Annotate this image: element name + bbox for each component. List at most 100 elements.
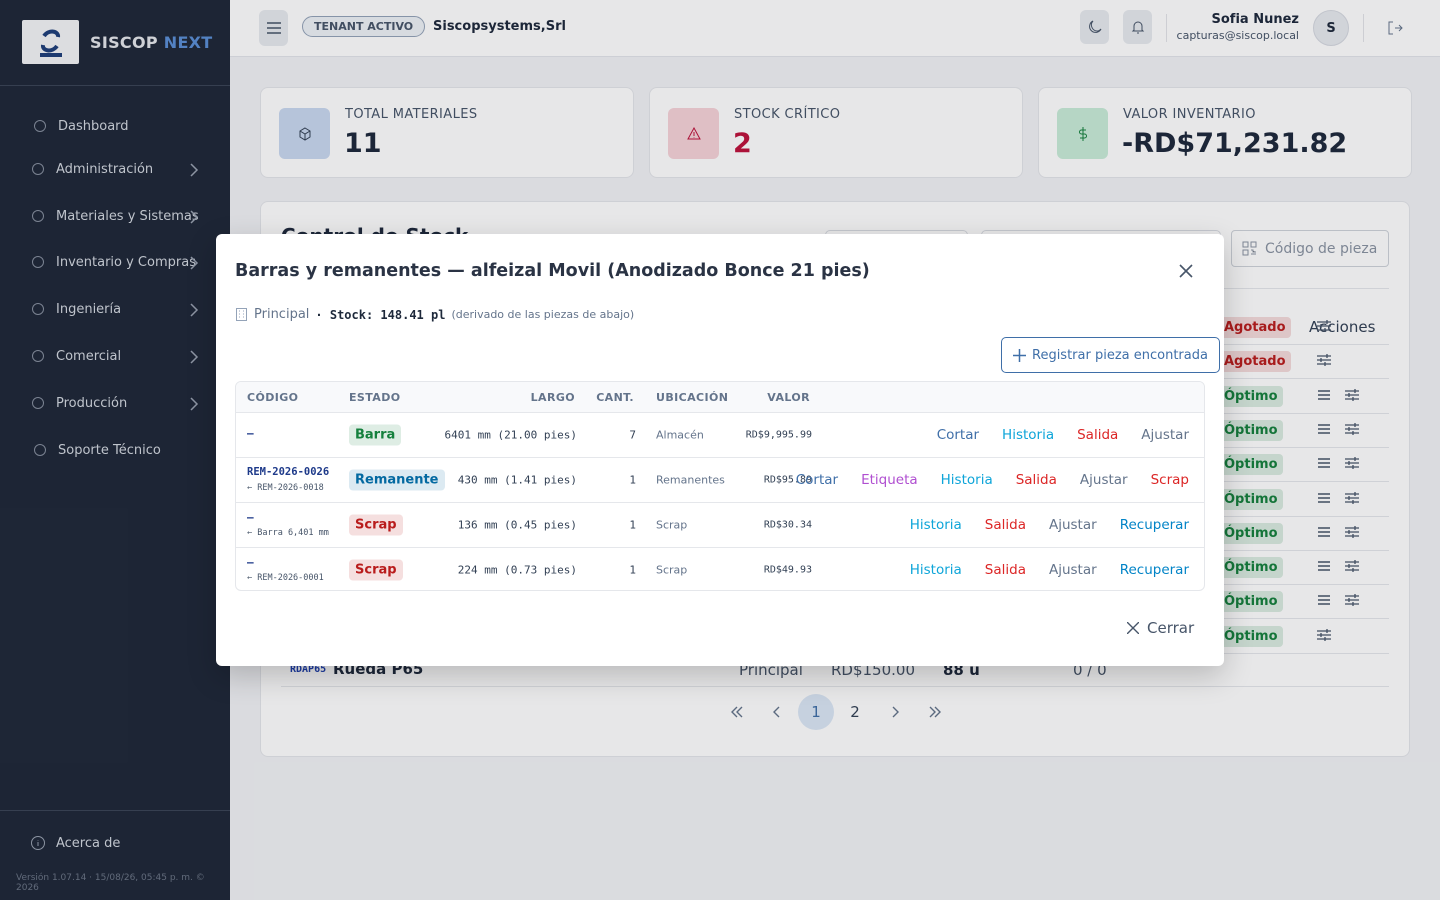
action-link[interactable]: Salida xyxy=(1077,427,1119,443)
stat-label: TOTAL MATERIALES xyxy=(345,107,478,122)
table-row: REM-2026-0026 ← REM-2026-0018 Remanente 430… xyxy=(236,457,1204,502)
stat-label: VALOR INVENTARIO xyxy=(1123,107,1256,122)
notifications-button[interactable] xyxy=(1123,10,1152,44)
action-icon xyxy=(1317,320,1331,332)
qty: 1 xyxy=(629,563,636,577)
action-link[interactable]: Recuperar xyxy=(1119,517,1189,533)
user-name: Sofia Nunez xyxy=(1211,12,1299,27)
icon xyxy=(299,126,310,141)
action-link[interactable]: Scrap xyxy=(1150,472,1189,488)
action-link[interactable]: Historia xyxy=(940,472,993,488)
status-badge: Agotado xyxy=(1219,351,1291,373)
actions: Cortar Historia Salida Ajustar xyxy=(937,427,1189,443)
qty: 1 xyxy=(629,518,636,532)
actions: Historia Salida Ajustar Recuperar xyxy=(910,562,1189,578)
table-row: – ← REM-2026-0001 Scrap 224 mm (0.73 pies) 1… xyxy=(236,547,1204,590)
action-link[interactable]: Cortar xyxy=(936,427,980,443)
nav-icon xyxy=(32,397,44,409)
page-button[interactable]: 1 xyxy=(798,694,834,730)
table-row: – Barra 6401 mm (21.00 pies) 7 Almacén RD$9,9… xyxy=(236,412,1204,457)
nav-item[interactable]: Producción xyxy=(30,395,127,411)
menu-button[interactable] xyxy=(259,10,288,46)
action-icon xyxy=(1318,595,1330,606)
stat-icon xyxy=(279,108,330,159)
column-header: UBICACIÓN xyxy=(656,391,729,404)
action-icon xyxy=(1345,422,1359,435)
status-badge: Scrap xyxy=(349,559,403,581)
action-link[interactable]: Recuperar xyxy=(1119,562,1189,578)
stat-card: TOTAL MATERIALES 11 xyxy=(260,87,634,178)
chevron xyxy=(190,397,199,411)
action-link[interactable]: Salida xyxy=(984,562,1026,578)
moon-icon xyxy=(1088,20,1101,33)
search-placeholder: Código de pieza xyxy=(1265,240,1378,257)
stat-icon xyxy=(668,108,719,159)
divider xyxy=(1363,14,1364,42)
action-link[interactable]: Historia xyxy=(909,517,962,533)
action-link[interactable]: Etiqueta xyxy=(861,472,918,488)
nav-item[interactable]: Soporte Técnico xyxy=(32,442,161,458)
status-badge: Óptimo xyxy=(1219,557,1283,579)
action-icon xyxy=(1345,560,1359,573)
action-link[interactable]: Historia xyxy=(1002,427,1055,443)
status-badge: Óptimo xyxy=(1219,454,1283,476)
action-icon xyxy=(1317,628,1331,641)
avatar[interactable]: S xyxy=(1313,10,1349,46)
stock: · Stock: 148.41 pl xyxy=(315,307,446,322)
brand-suffix: NEXT xyxy=(163,33,213,52)
action-link[interactable]: Ajustar xyxy=(1048,562,1097,578)
nav-item[interactable]: Inventario y Compras xyxy=(30,254,196,270)
location: Almacén xyxy=(656,428,704,442)
close-icon[interactable] xyxy=(1179,264,1193,278)
page-button[interactable]: 2 xyxy=(850,703,860,721)
icon xyxy=(686,126,701,139)
action-icon xyxy=(1318,458,1330,468)
bell-icon xyxy=(1131,21,1144,34)
chevron xyxy=(190,303,199,317)
status-badge: Óptimo xyxy=(1219,625,1283,647)
logout-icon[interactable] xyxy=(1387,20,1403,36)
register-button[interactable]: Registrar pieza encontrada xyxy=(1001,337,1220,373)
search-box[interactable]: Código de pieza xyxy=(1231,230,1389,267)
length: 6401 mm (21.00 pies) xyxy=(444,428,577,442)
row-divider xyxy=(281,686,1389,687)
nav-item[interactable]: Administración xyxy=(30,161,153,177)
action-link[interactable]: Cortar xyxy=(795,472,839,488)
nav-item[interactable]: Ingeniería xyxy=(30,301,121,317)
close-button[interactable]: Cerrar xyxy=(1127,619,1194,637)
action-link[interactable]: Historia xyxy=(909,562,962,578)
action-icon xyxy=(1345,457,1359,470)
qr-icon xyxy=(1242,241,1257,256)
chevron xyxy=(190,256,199,270)
code: REM-2026-0026 xyxy=(247,466,330,478)
location: Scrap xyxy=(656,518,688,532)
action-link[interactable]: Ajustar xyxy=(1048,517,1097,533)
sidebar: SISCOP NEXT Dashboard Administración Mater… xyxy=(0,0,230,900)
nav-label: Inventario y Compras xyxy=(56,254,196,270)
tenant-name: Siscopsystems,Srl xyxy=(433,19,566,34)
status-badge: Óptimo xyxy=(1219,591,1283,613)
location: Principal xyxy=(254,307,310,322)
nav-item[interactable]: Dashboard xyxy=(32,118,129,134)
nav-item[interactable]: Comercial xyxy=(30,348,121,364)
action-icon xyxy=(1318,561,1330,571)
column-header: CÓDIGO xyxy=(247,391,299,404)
theme-button[interactable] xyxy=(1080,10,1109,44)
action-link[interactable]: Salida xyxy=(984,517,1026,533)
qty: 1 xyxy=(629,473,636,487)
page-arrow xyxy=(731,706,743,718)
action-link[interactable]: Ajustar xyxy=(1141,427,1189,443)
chevron xyxy=(190,210,199,224)
action-link[interactable]: Ajustar xyxy=(1079,472,1128,488)
about-link[interactable]: Acerca de xyxy=(30,835,120,851)
icon xyxy=(1078,126,1087,141)
stock-note: (derivado de las piezas de abajo) xyxy=(451,308,635,321)
brand: SISCOP NEXT xyxy=(90,33,213,52)
status-badge: Barra xyxy=(349,424,402,446)
action-link[interactable]: Salida xyxy=(1015,472,1057,488)
nav-item[interactable]: Materiales y Sistemas xyxy=(30,208,199,224)
pieces-table: CÓDIGO ESTADO LARGO CANT. UBICACIÓN VALOR – Bar… xyxy=(235,381,1205,591)
